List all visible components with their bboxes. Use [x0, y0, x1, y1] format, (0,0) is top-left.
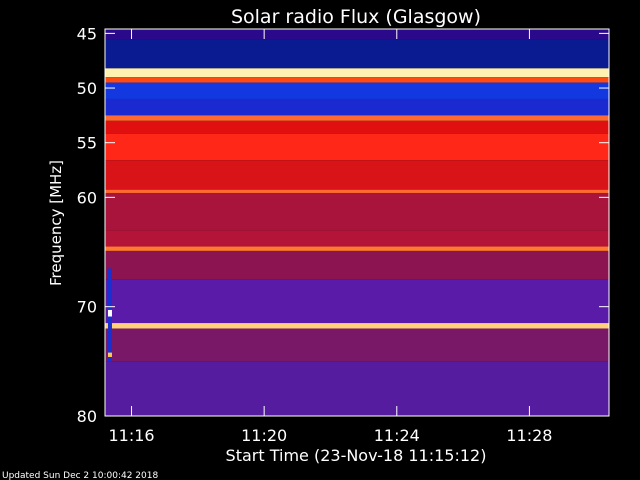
update-timestamp: Updated Sun Dec 2 10:00:42 2018	[2, 471, 158, 480]
frequency-band-0	[105, 29, 609, 40]
x-tick-label-1: 11:20	[241, 426, 287, 445]
frequency-band-4	[105, 82, 609, 99]
burst-events	[107, 268, 112, 362]
x-tick-label-3: 11:28	[506, 426, 552, 445]
frequency-band-18	[105, 361, 609, 416]
frequency-band-14	[105, 250, 609, 280]
frequency-band-9	[105, 160, 609, 190]
frequency-band-11	[105, 192, 609, 231]
x-axis-ticks: 11:16 11:20 11:24 11:28	[108, 29, 552, 445]
y-axis-label: Frequency [MHz]	[47, 160, 65, 286]
plot-frame	[104, 28, 610, 417]
frequency-band-8	[105, 133, 609, 161]
plot-area: 45 50 55 60 70 80 11:16 11:20 11:24 11:28	[77, 24, 610, 445]
x-tick-label-0: 11:16	[108, 426, 154, 445]
frequency-band-1	[105, 39, 609, 69]
y-axis-ticks: 45 50 55 60 70 80	[77, 24, 609, 426]
frequency-band-10	[105, 189, 609, 193]
frequency-band-2	[105, 68, 609, 78]
frequency-band-13	[105, 246, 609, 251]
chart-title: Solar radio Flux (Glasgow)	[231, 6, 481, 28]
frequency-band-3	[105, 77, 609, 83]
y-tick-label-5: 80	[77, 407, 97, 426]
frequency-band-15	[105, 279, 609, 324]
burst-event-2	[107, 352, 112, 357]
y-tick-label-1: 50	[77, 79, 97, 98]
frequency-band-7	[105, 120, 609, 134]
frequency-band-5	[105, 98, 609, 116]
y-tick-label-0: 45	[77, 24, 97, 43]
frequency-bands	[105, 29, 609, 416]
x-tick-label-2: 11:24	[374, 426, 420, 445]
frequency-band-12	[105, 230, 609, 247]
y-tick-label-3: 60	[77, 188, 97, 207]
frequency-band-17	[105, 328, 609, 362]
x-axis-label: Start Time (23-Nov-18 11:15:12)	[226, 446, 487, 465]
y-tick-label-2: 55	[77, 134, 97, 153]
frequency-band-16	[105, 323, 609, 329]
burst-event-1	[107, 309, 112, 317]
y-tick-label-4: 70	[77, 298, 97, 317]
frequency-band-6	[105, 115, 609, 121]
